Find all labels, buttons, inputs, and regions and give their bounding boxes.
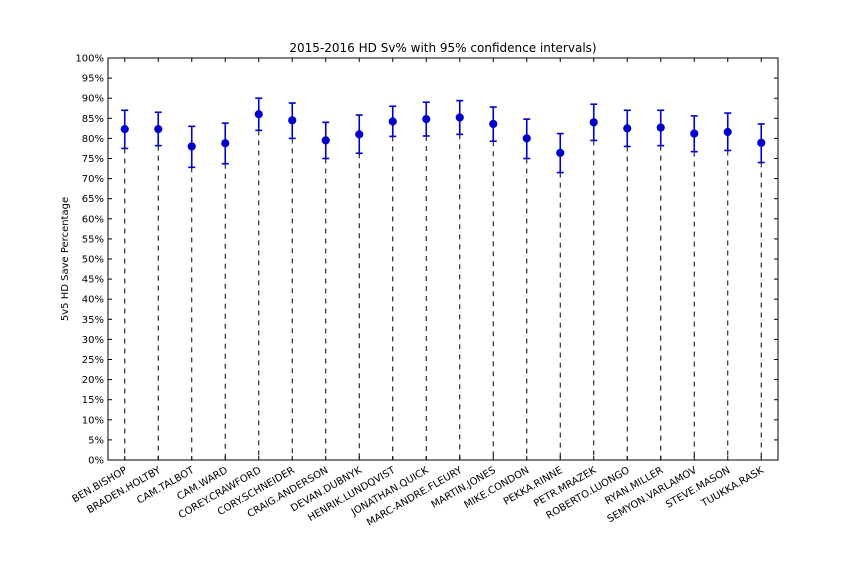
- data-point: [355, 130, 364, 139]
- y-tick-label: 10%: [82, 415, 104, 426]
- y-tick-label: 75%: [82, 154, 104, 165]
- data-point: [120, 125, 129, 134]
- data-point: [589, 118, 598, 127]
- data-point: [489, 119, 498, 129]
- y-tick-label: 55%: [82, 234, 104, 245]
- chart-title: 2015-2016 HD Sv% with 95% confidence int…: [289, 41, 596, 55]
- data-point: [154, 125, 163, 134]
- y-tick-label: 65%: [82, 194, 104, 205]
- y-tick-label: 90%: [82, 94, 104, 105]
- data-point: [723, 127, 732, 137]
- data-point: [254, 110, 263, 119]
- y-tick-label: 5%: [88, 435, 104, 446]
- y-tick-label: 80%: [82, 134, 104, 145]
- data-point: [556, 148, 565, 157]
- data-point: [422, 115, 431, 124]
- data-series: [120, 97, 766, 460]
- data-point: [690, 129, 699, 138]
- data-point: [187, 142, 196, 151]
- y-tick-label: 85%: [82, 114, 104, 125]
- data-point: [221, 139, 230, 148]
- y-tick-label: 45%: [82, 275, 104, 286]
- y-tick-label: 100%: [75, 54, 104, 65]
- data-point: [321, 136, 330, 145]
- data-point: [455, 113, 464, 122]
- data-point: [522, 134, 531, 143]
- plot-frame: [107, 57, 779, 461]
- y-axis-label: 5v5 HD Save Percentage: [60, 197, 71, 321]
- y-tick-label: 50%: [82, 255, 104, 266]
- data-point: [288, 116, 297, 125]
- data-point: [757, 138, 766, 147]
- y-tick-label: 30%: [82, 335, 104, 346]
- data-point: [623, 124, 632, 133]
- y-tick-label: 15%: [82, 395, 104, 406]
- y-tick-label: 25%: [82, 355, 104, 366]
- y-tick-label: 20%: [82, 375, 104, 386]
- data-point: [656, 123, 665, 132]
- y-tick-label: 0%: [88, 456, 104, 467]
- y-tick-label: 70%: [82, 174, 104, 185]
- y-tick-label: 40%: [82, 295, 104, 306]
- data-point: [388, 117, 397, 126]
- y-tick-label: 95%: [82, 74, 104, 85]
- y-tick-label: 60%: [82, 214, 104, 225]
- y-axis: 0% 5% 10% 15% 20% 25% 30% 35% 40% 45% 50% 55% 60% 65%…: [75, 54, 778, 467]
- y-tick-label: 35%: [82, 315, 104, 326]
